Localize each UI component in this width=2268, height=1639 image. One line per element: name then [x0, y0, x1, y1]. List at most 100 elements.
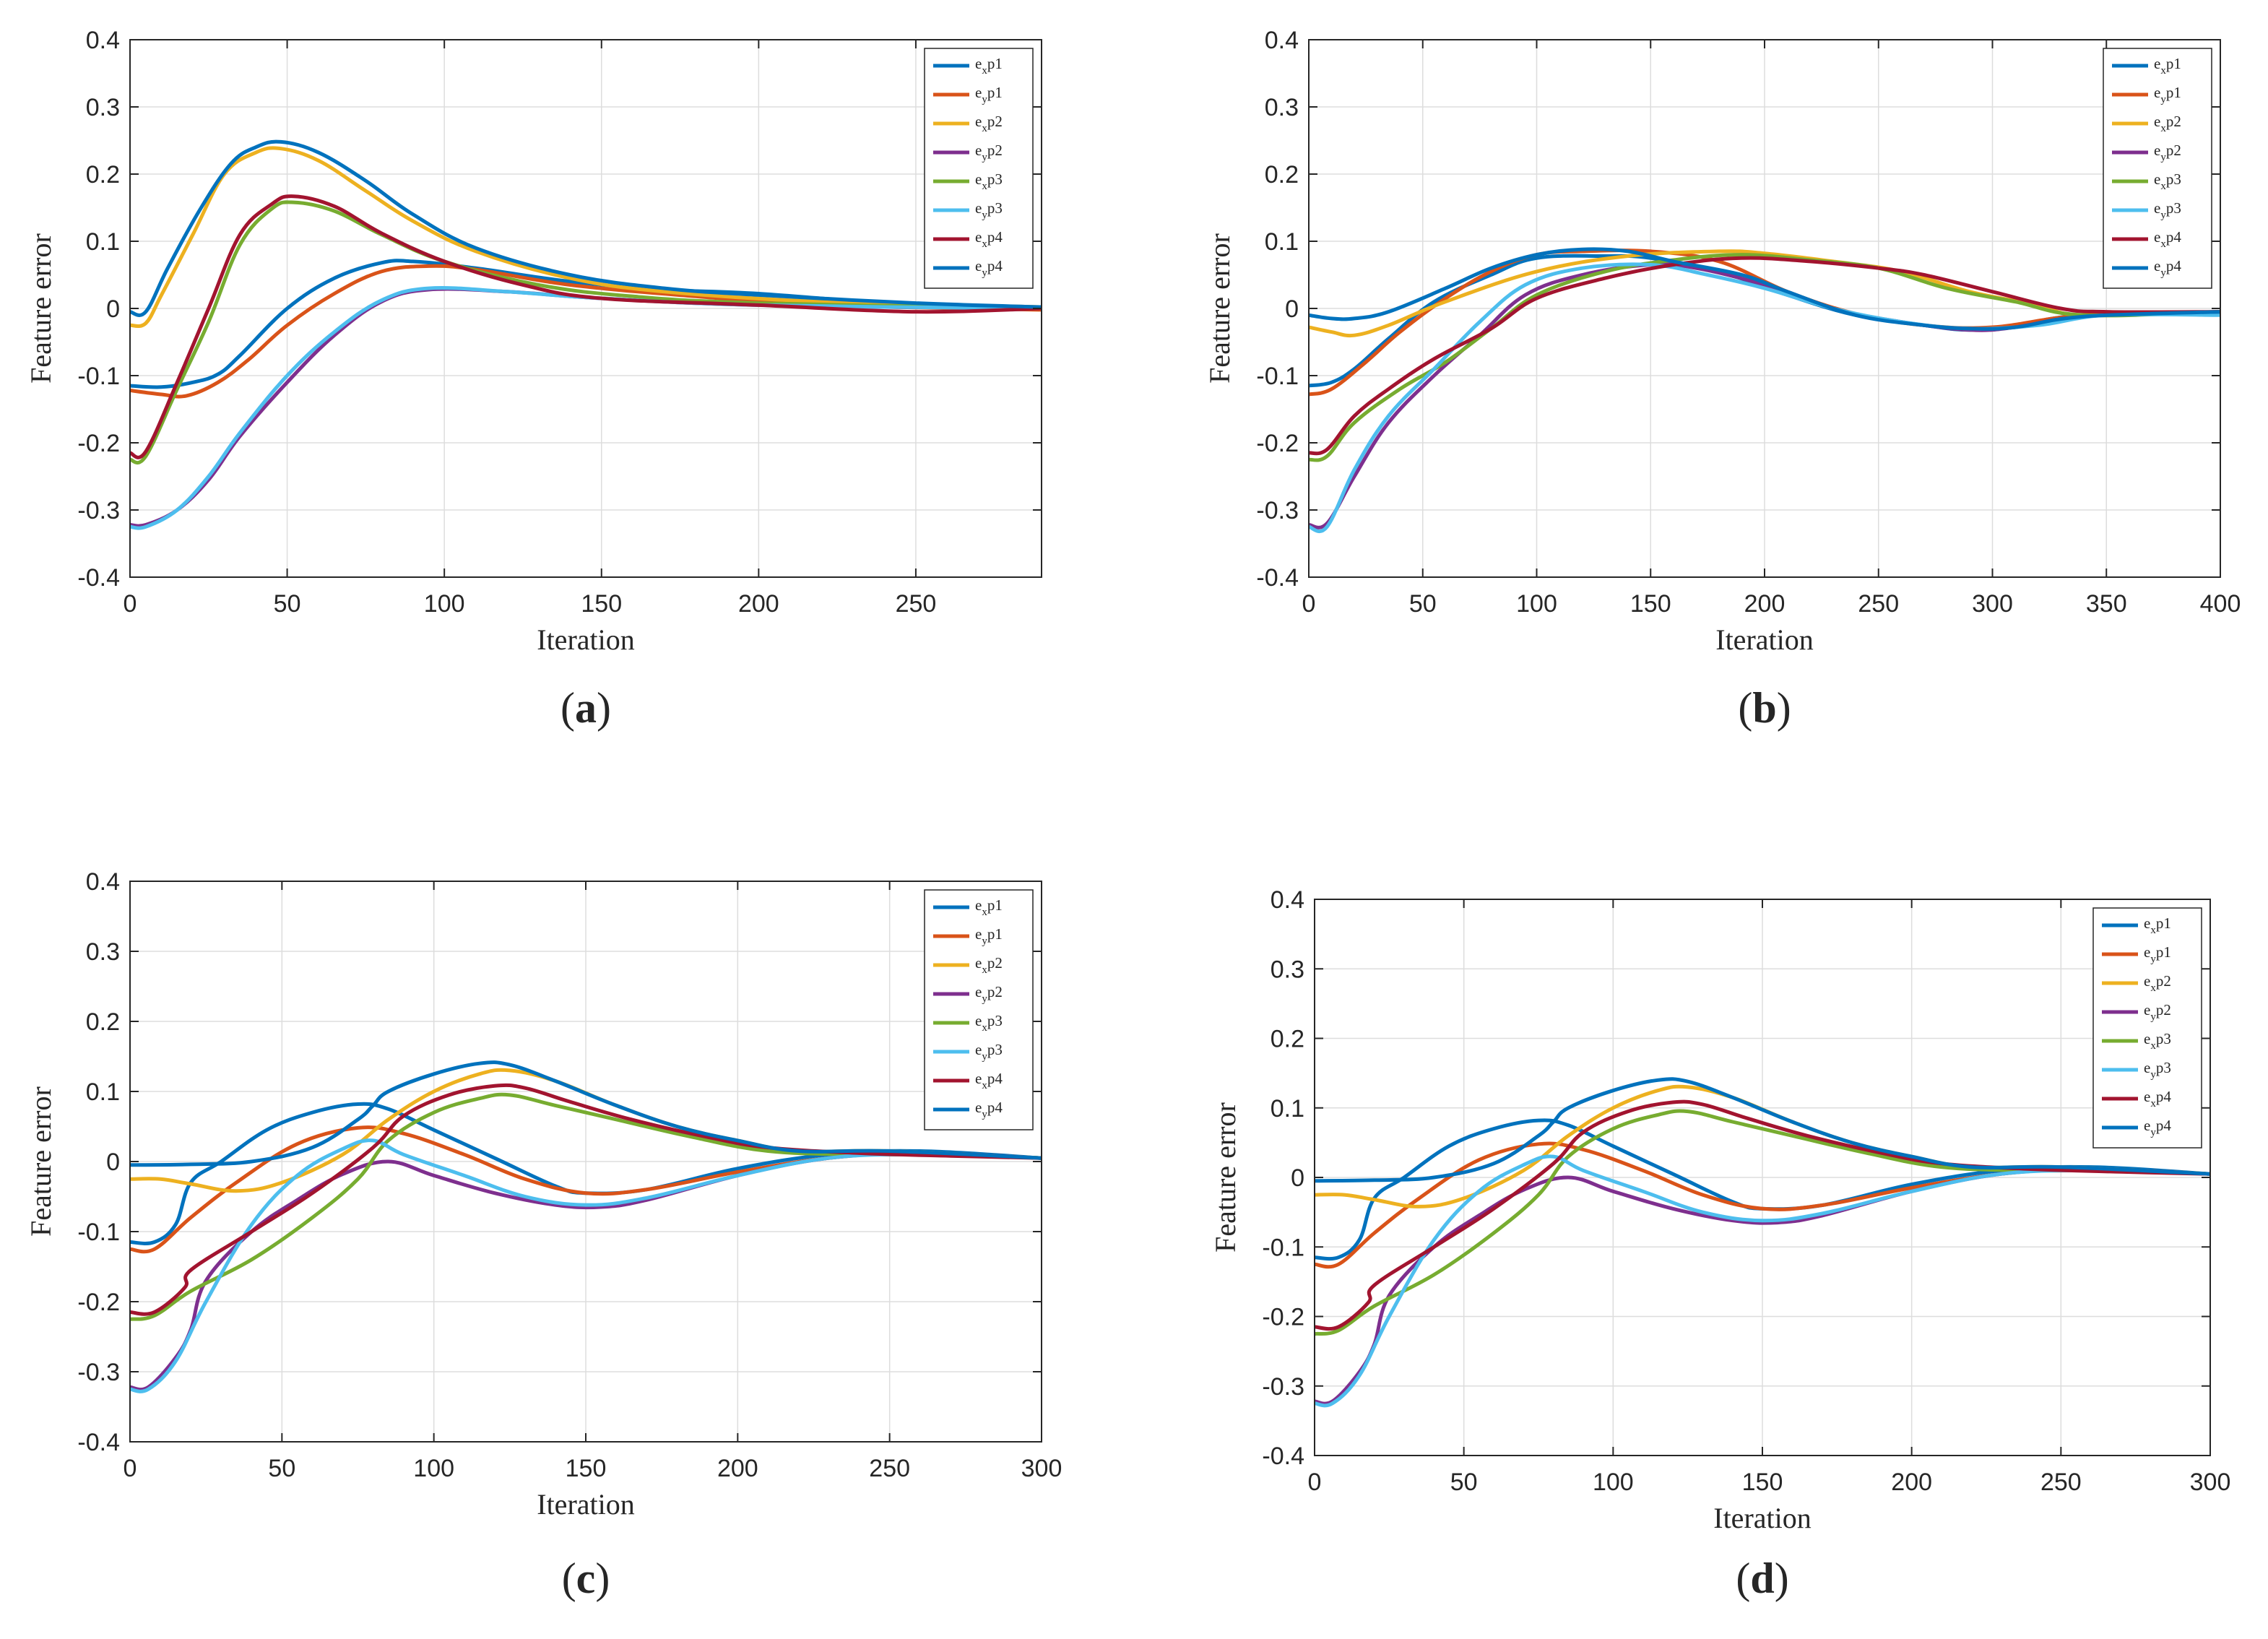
x-tick-label: 50	[1450, 1469, 1478, 1496]
x-tick-label: 200	[738, 590, 779, 618]
y-axis-label: Feature error	[1209, 1102, 1242, 1253]
x-tick-label: 200	[1891, 1469, 1932, 1496]
series-line-exp1	[1315, 1118, 2210, 1261]
y-tick-label: -0.3	[1256, 497, 1299, 524]
legend-label-eyp3: eyp3	[975, 1041, 1003, 1063]
legend-label-exp2: exp2	[975, 113, 1003, 134]
legend-label-exp3: exp3	[2144, 1030, 2171, 1052]
y-tick-label: 0	[1291, 1164, 1304, 1192]
y-tick-label: 0.1	[1265, 228, 1299, 256]
legend: exp1 eyp1 exp2 eyp2 exp3 eyp3 exp4 eyp4	[2092, 907, 2202, 1149]
series-line-eyp3	[130, 1138, 1042, 1393]
x-tick-label: 0	[124, 590, 137, 618]
y-tick-label: -0.2	[1256, 430, 1299, 457]
y-tick-label: -0.1	[1256, 363, 1299, 390]
legend-label-exp1: exp1	[975, 55, 1003, 77]
legend-label-exp1: exp1	[2144, 914, 2171, 936]
legend: exp1 eyp1 exp2 eyp2 exp3 eyp3 exp4 eyp4	[2103, 48, 2212, 289]
x-axis-label: Iteration	[1715, 623, 1814, 656]
x-axis-label: Iteration	[537, 1488, 635, 1521]
chart-panel-d: 0 50 100 150 200 250 300 -0.4 -0.3 -0.2 -0.1 0 0.1 0.…	[1209, 886, 2230, 1602]
x-tick-label: 300	[1972, 590, 2013, 618]
x-tick-label: 50	[274, 590, 301, 618]
y-tick-label: 0.4	[86, 27, 120, 54]
x-tick-label: 100	[1593, 1469, 1634, 1496]
y-tick-label: 0.4	[1271, 886, 1304, 914]
legend-label-eyp3: eyp3	[2144, 1059, 2171, 1081]
legend-label-eyp4: eyp4	[975, 257, 1003, 279]
legend-label-eyp1: eyp1	[975, 84, 1003, 105]
y-tick-label: -0.2	[77, 1289, 120, 1316]
legend: exp1 eyp1 exp2 eyp2 exp3 eyp3 exp4 eyp4	[924, 48, 1034, 289]
legend-box	[924, 48, 1034, 289]
y-tick-label: 0.1	[86, 1078, 120, 1106]
x-tick-label: 50	[268, 1455, 295, 1482]
y-tick-label: 0.2	[86, 1008, 120, 1036]
y-tick-label: -0.4	[1256, 564, 1299, 592]
y-tick-label: 0.2	[1265, 161, 1299, 189]
x-tick-label: 200	[717, 1455, 758, 1482]
y-tick-label: 0.4	[1265, 27, 1299, 54]
y-tick-label: -0.2	[1262, 1304, 1304, 1331]
legend-label-eyp1: eyp1	[2154, 84, 2181, 105]
x-tick-label: 250	[2040, 1469, 2082, 1496]
x-tick-label: 150	[1630, 590, 1671, 618]
x-tick-label: 200	[1744, 590, 1786, 618]
x-tick-label: 150	[581, 590, 622, 618]
y-tick-label: -0.2	[77, 430, 120, 457]
series-line-exp4	[1309, 256, 2220, 456]
grid	[1309, 40, 2221, 577]
x-tick-label: 250	[1858, 590, 1899, 618]
legend-label-eyp3: eyp3	[2154, 199, 2181, 221]
legend-label-eyp2: eyp2	[2154, 142, 2181, 163]
y-tick-label: -0.3	[77, 1359, 120, 1386]
y-tick-label: -0.1	[1262, 1234, 1304, 1261]
x-tick-label: 100	[424, 590, 465, 618]
x-tick-label: 150	[1742, 1469, 1783, 1496]
x-axis-label: Iteration	[1713, 1502, 1812, 1534]
y-tick-label: 0.3	[86, 938, 120, 966]
legend-box	[2103, 48, 2212, 289]
legend-label-exp2: exp2	[2144, 972, 2171, 994]
series-line-exp1	[130, 1102, 1042, 1245]
chart-panel-a: 0 50 100 150 200 250 -0.4 -0.3 -0.2 -0.1 0 0.1 0.2 0.…	[25, 27, 1042, 732]
legend-box	[924, 889, 1034, 1130]
y-tick-label: 0.2	[1271, 1026, 1304, 1053]
legend-label-eyp4: eyp4	[2144, 1117, 2171, 1138]
x-tick-label: 100	[1516, 590, 1557, 618]
series-group	[1315, 1077, 2210, 1408]
y-tick-label: 0.3	[1271, 956, 1304, 983]
x-tick-label: 400	[2200, 590, 2241, 618]
series-line-exp3	[1315, 1109, 2210, 1336]
panel-label-a: (a)	[560, 684, 611, 732]
x-tick-label: 300	[2190, 1469, 2231, 1496]
y-tick-label: -0.3	[1262, 1373, 1304, 1401]
x-axis-label: Iteration	[537, 623, 635, 656]
legend-label-exp2: exp2	[2154, 113, 2181, 134]
grid	[130, 40, 1042, 577]
x-tick-label: 250	[896, 590, 937, 618]
series-line-eyp3	[1315, 1154, 2210, 1408]
legend-label-exp3: exp3	[975, 170, 1003, 192]
legend-label-eyp2: eyp2	[2144, 1001, 2171, 1023]
y-tick-label: 0	[106, 295, 120, 323]
legend-label-exp1: exp1	[975, 896, 1003, 918]
y-tick-label: -0.4	[77, 564, 120, 592]
legend-label-exp4: exp4	[2154, 228, 2181, 250]
y-axis-label: Feature error	[1203, 233, 1236, 384]
x-tick-label: 300	[1021, 1455, 1062, 1482]
series-line-exp3	[130, 200, 1042, 465]
legend-label-eyp2: eyp2	[975, 142, 1003, 163]
legend-label-eyp4: eyp4	[2154, 257, 2181, 279]
legend-label-eyp4: eyp4	[975, 1099, 1003, 1120]
x-tick-label: 50	[1409, 590, 1437, 618]
legend-label-exp2: exp2	[975, 954, 1003, 976]
x-tick-label: 350	[2086, 590, 2127, 618]
chart-panel-b: 0 50 100 150 200 250 300 350 400 -0.4 -0.3 -0.2 -0.1…	[1203, 27, 2241, 732]
legend: exp1 eyp1 exp2 eyp2 exp3 eyp3 exp4 eyp4	[924, 889, 1034, 1130]
legend-label-exp3: exp3	[2154, 170, 2181, 192]
legend-label-eyp1: eyp1	[975, 925, 1003, 947]
x-tick-label: 0	[1308, 1469, 1322, 1496]
panel-label-b: (b)	[1738, 684, 1791, 732]
series-line-exp3	[130, 1092, 1042, 1321]
